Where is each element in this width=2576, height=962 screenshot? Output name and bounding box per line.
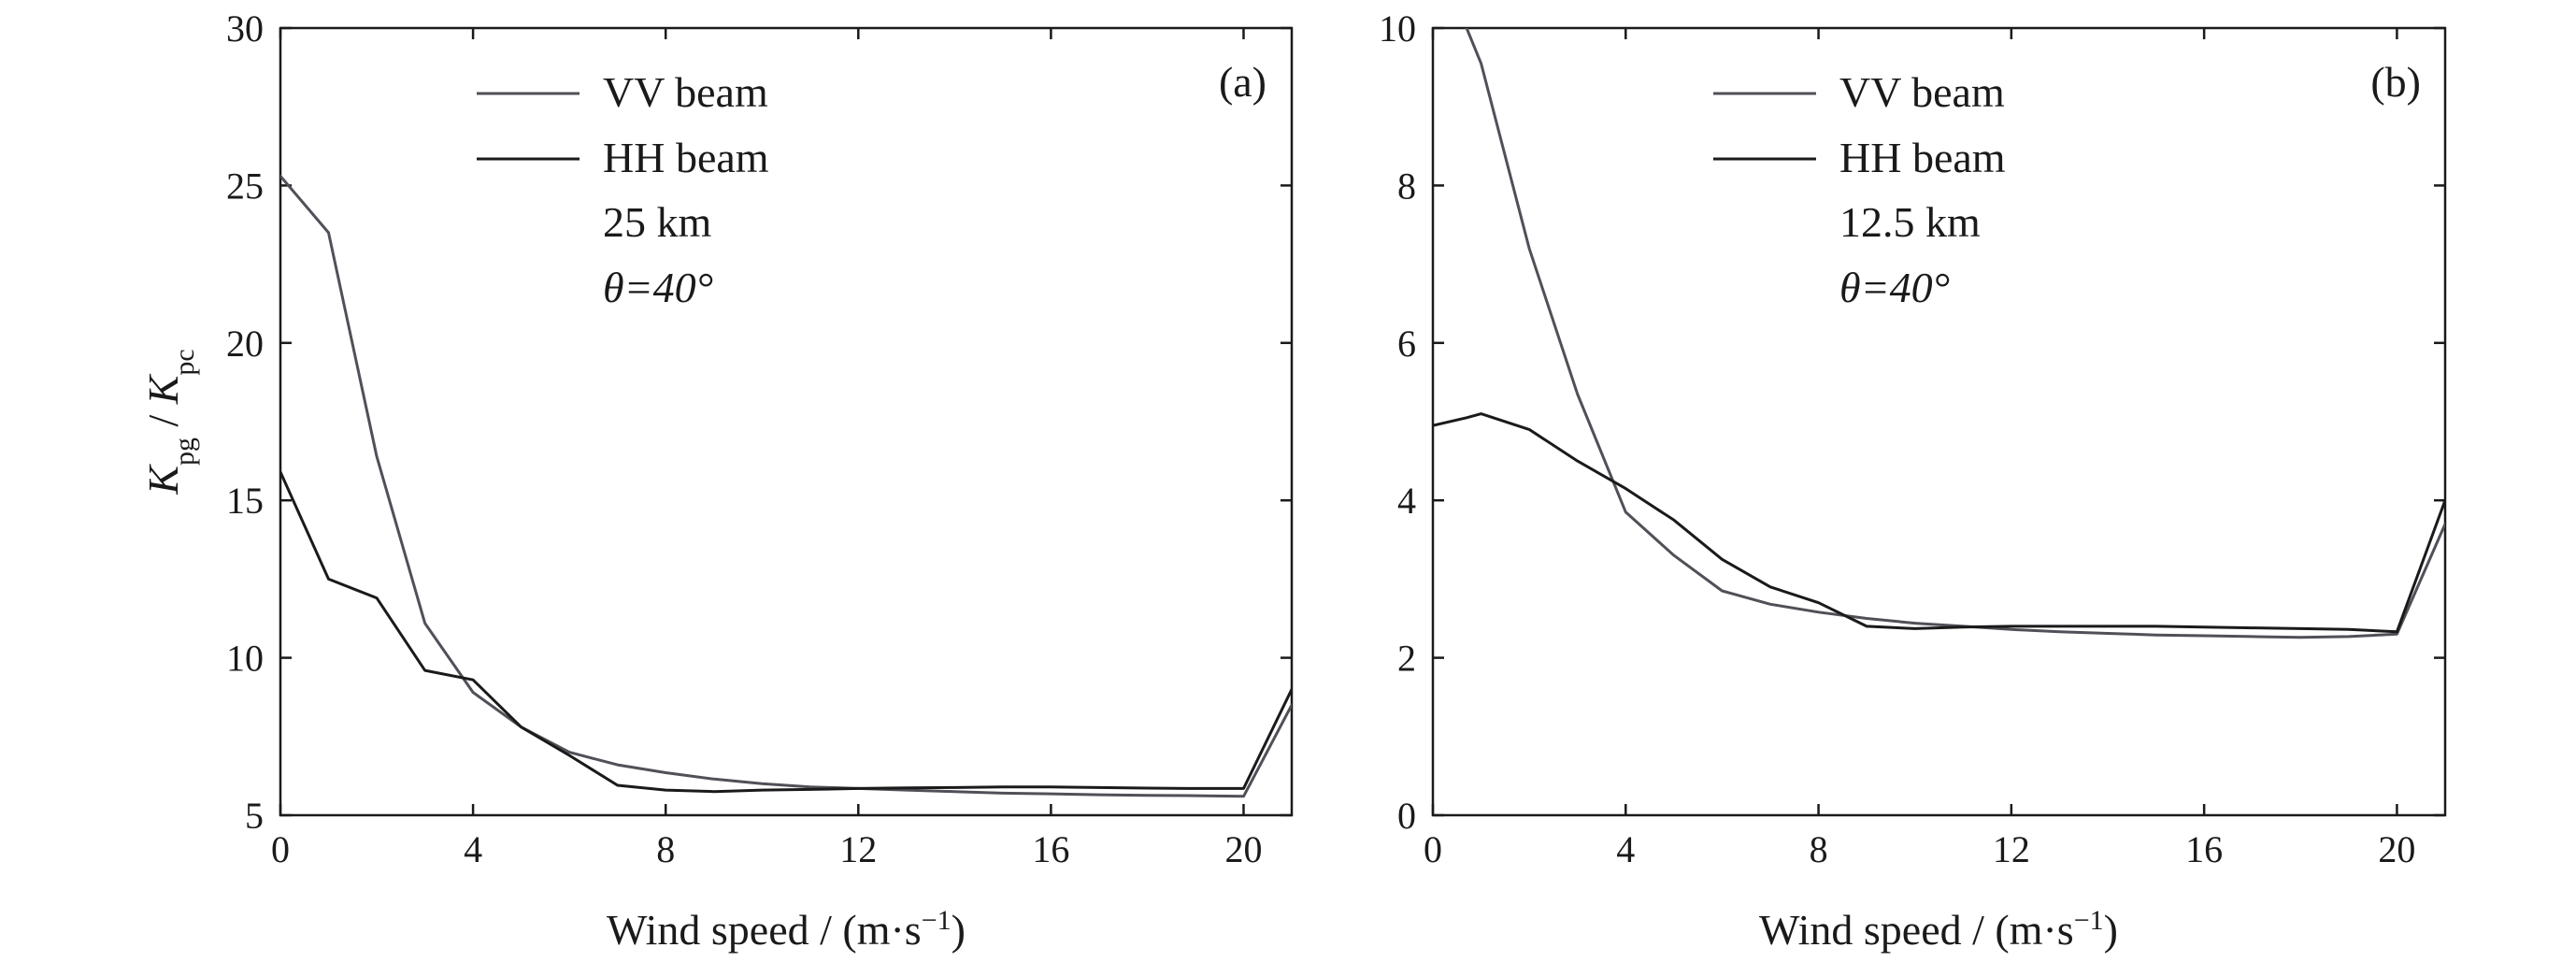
plot-frame-b	[1431, 26, 2447, 817]
legend-label-vv-a: VV beam	[603, 68, 768, 116]
panel-label-a: (a)	[1219, 58, 1267, 106]
y-tick-label-b-8: 8	[1397, 165, 1416, 207]
x-tick-label-a-0: 0	[271, 828, 290, 870]
annotation-resolution-a: 25 km	[603, 198, 712, 246]
chart-panel-a: 0 4 8 12 16 20 5 10 15 20 25 30 VV beam HH beam 25 …	[139, 7, 1294, 955]
x-tick-label-a-20: 20	[1224, 828, 1262, 870]
annotation-angle-b: θ=40°	[1839, 264, 1950, 311]
x-tick-label-b-0: 0	[1424, 828, 1442, 870]
x-axis-title-b: Wind speed / (m·s−1)	[1759, 905, 2118, 955]
y-axis-title-k1: K	[139, 464, 187, 495]
x-tick-label-b-16: 16	[2185, 828, 2223, 870]
series-line-b-vv	[1465, 28, 2445, 639]
y-tick-label-a-5: 5	[245, 795, 264, 837]
x-tick-label-b-4: 4	[1616, 828, 1635, 870]
y-axis-title-k2: K	[139, 373, 187, 405]
x-axis-title-sup-b: −1	[2074, 905, 2104, 936]
series-line-b-hh	[1433, 412, 2445, 634]
ticks-b: 0 4 8 12 16 20 0 2 4 6 8 10	[1379, 7, 2445, 870]
legend-label-vv-b: VV beam	[1839, 68, 2005, 116]
y-axis-title-sep: /	[139, 404, 187, 438]
series-b	[1433, 28, 2445, 639]
y-tick-label-b-0: 0	[1397, 795, 1416, 837]
x-axis-title-suffix-b: )	[2104, 906, 2118, 954]
plot-frame-a	[279, 26, 1294, 817]
series-a	[280, 174, 1292, 798]
y-axis-title-sub2: pc	[169, 349, 200, 375]
x-axis-title-text-a: Wind speed / (m·s	[607, 906, 922, 954]
legend-label-hh-b: HH beam	[1839, 134, 2006, 181]
y-axis-title-sub1: pg	[169, 438, 200, 466]
series-line-a-vv	[280, 174, 1292, 798]
y-tick-label-b-10: 10	[1379, 7, 1416, 50]
y-tick-label-a-10: 10	[226, 638, 264, 680]
y-tick-label-a-30: 30	[226, 7, 264, 50]
x-tick-label-a-12: 12	[839, 828, 877, 870]
x-tick-label-b-12: 12	[1993, 828, 2030, 870]
x-axis-title-sup-a: −1	[922, 905, 952, 936]
x-axis-title-suffix-a: )	[952, 906, 966, 954]
x-tick-label-a-8: 8	[656, 828, 675, 870]
panel-label-b: (b)	[2370, 58, 2421, 106]
x-tick-label-b-20: 20	[2378, 828, 2415, 870]
y-tick-label-b-2: 2	[1397, 638, 1416, 680]
y-tick-label-b-6: 6	[1397, 323, 1416, 365]
y-tick-label-a-20: 20	[226, 323, 264, 365]
x-axis-title-text-b: Wind speed / (m·s	[1759, 906, 2074, 954]
chart-panel-b: 0 4 8 12 16 20 0 2 4 6 8 10 VV beam HH beam 12.5 km…	[1379, 7, 2447, 955]
y-tick-label-a-25: 25	[226, 165, 264, 207]
annotation-angle-a: θ=40°	[603, 264, 713, 311]
x-axis-title-a: Wind speed / (m·s−1)	[607, 905, 966, 955]
y-tick-label-a-15: 15	[226, 480, 264, 522]
y-axis-title-a: Kpg / Kpc	[139, 349, 200, 495]
ticks-a: 0 4 8 12 16 20 5 10 15 20 25 30	[226, 7, 1292, 870]
x-tick-label-a-4: 4	[464, 828, 482, 870]
x-tick-label-a-16: 16	[1032, 828, 1069, 870]
annotation-resolution-b: 12.5 km	[1839, 198, 1981, 246]
y-tick-label-b-4: 4	[1397, 480, 1416, 522]
series-line-a-hh	[280, 470, 1292, 794]
x-tick-label-b-8: 8	[1810, 828, 1828, 870]
legend-label-hh-a: HH beam	[603, 134, 769, 181]
